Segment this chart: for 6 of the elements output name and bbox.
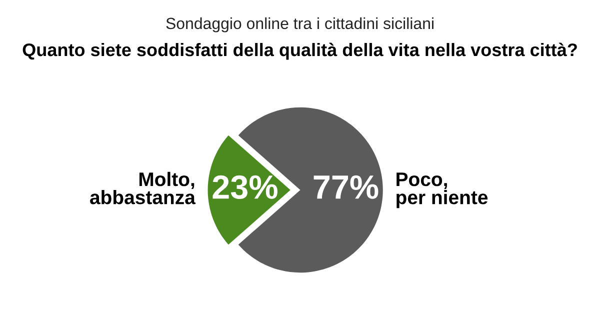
data-label: 77% bbox=[314, 175, 378, 199]
slice-label: Poco, per niente bbox=[396, 172, 488, 208]
chart-subtitle: Sondaggio online tra i cittadini siciliani bbox=[166, 17, 434, 32]
chart-title: Quanto siete soddisfatti della qualità della vita nella vostra città? bbox=[22, 42, 577, 60]
slice-label: Molto, abbastanza bbox=[90, 172, 196, 204]
data-label: 23% bbox=[212, 175, 278, 199]
